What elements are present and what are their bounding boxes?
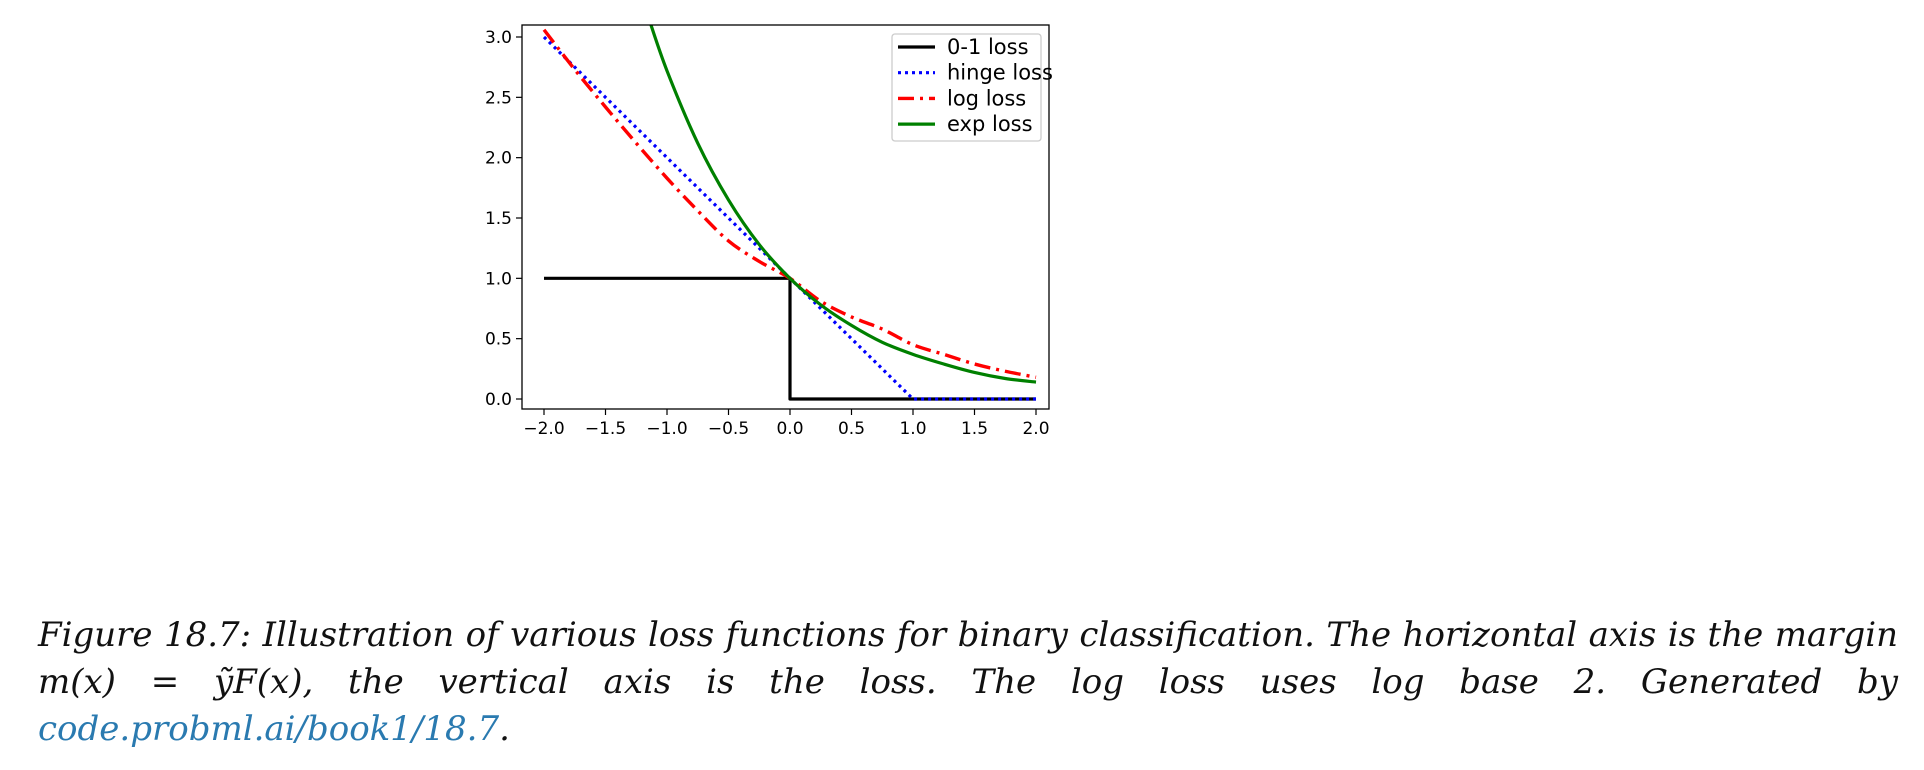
loss-function-chart: −2.0 −1.5 −1.0 −0.5 0.0 0.5 1.0 1.5 2.0 0.0 0.5 1.0… [485,24,1053,439]
y-tick-label: 0.5 [485,330,512,350]
caption-line-1: Figure 18.7: Illustration of various los… [38,615,1764,655]
y-tick-label: 1.5 [485,209,512,229]
y-tick-label: 2.0 [485,149,512,169]
series-line-exp-loss [649,25,1037,384]
plot-frame [521,24,1050,410]
x-tick-label: 2.0 [1022,419,1049,439]
x-tick-label: −0.5 [708,419,749,439]
x-tick-label: 1.0 [899,419,926,439]
axis-ticks: −2.0 −1.5 −1.0 −0.5 0.0 0.5 1.0 1.5 2.0 0.0 0.5 1.0… [485,28,1050,439]
x-tick-label: 0.0 [776,419,803,439]
legend-label-0-1-loss: 0-1 loss [947,35,1029,59]
legend-label-log-loss: log loss [947,86,1026,110]
legend-box [891,33,1042,142]
legend-label-exp-loss: exp loss [947,112,1033,136]
y-tick-label: 2.5 [485,88,512,108]
series-line-0-1-loss [544,276,1036,401]
caption-line-2: margin m(x) = ỹF(x), the vertical axis i… [38,615,1898,702]
caption-link[interactable]: code.probml.ai/book1/18.7 [38,709,500,749]
figure-caption: Figure 18.7: Illustration of various los… [38,612,1898,753]
x-tick-label: 1.5 [961,419,988,439]
x-tick-label: 0.5 [838,419,865,439]
caption-end: . [499,709,510,749]
y-tick-label: 0.0 [485,390,512,410]
legend-label-hinge-loss: hinge loss [947,61,1053,85]
x-tick-label: −1.0 [646,419,687,439]
series-lines [542,25,1037,401]
y-tick-label: 3.0 [485,28,512,48]
y-tick-label: 1.0 [485,269,512,289]
x-tick-label: −2.0 [523,419,564,439]
x-tick-label: −1.5 [585,419,626,439]
